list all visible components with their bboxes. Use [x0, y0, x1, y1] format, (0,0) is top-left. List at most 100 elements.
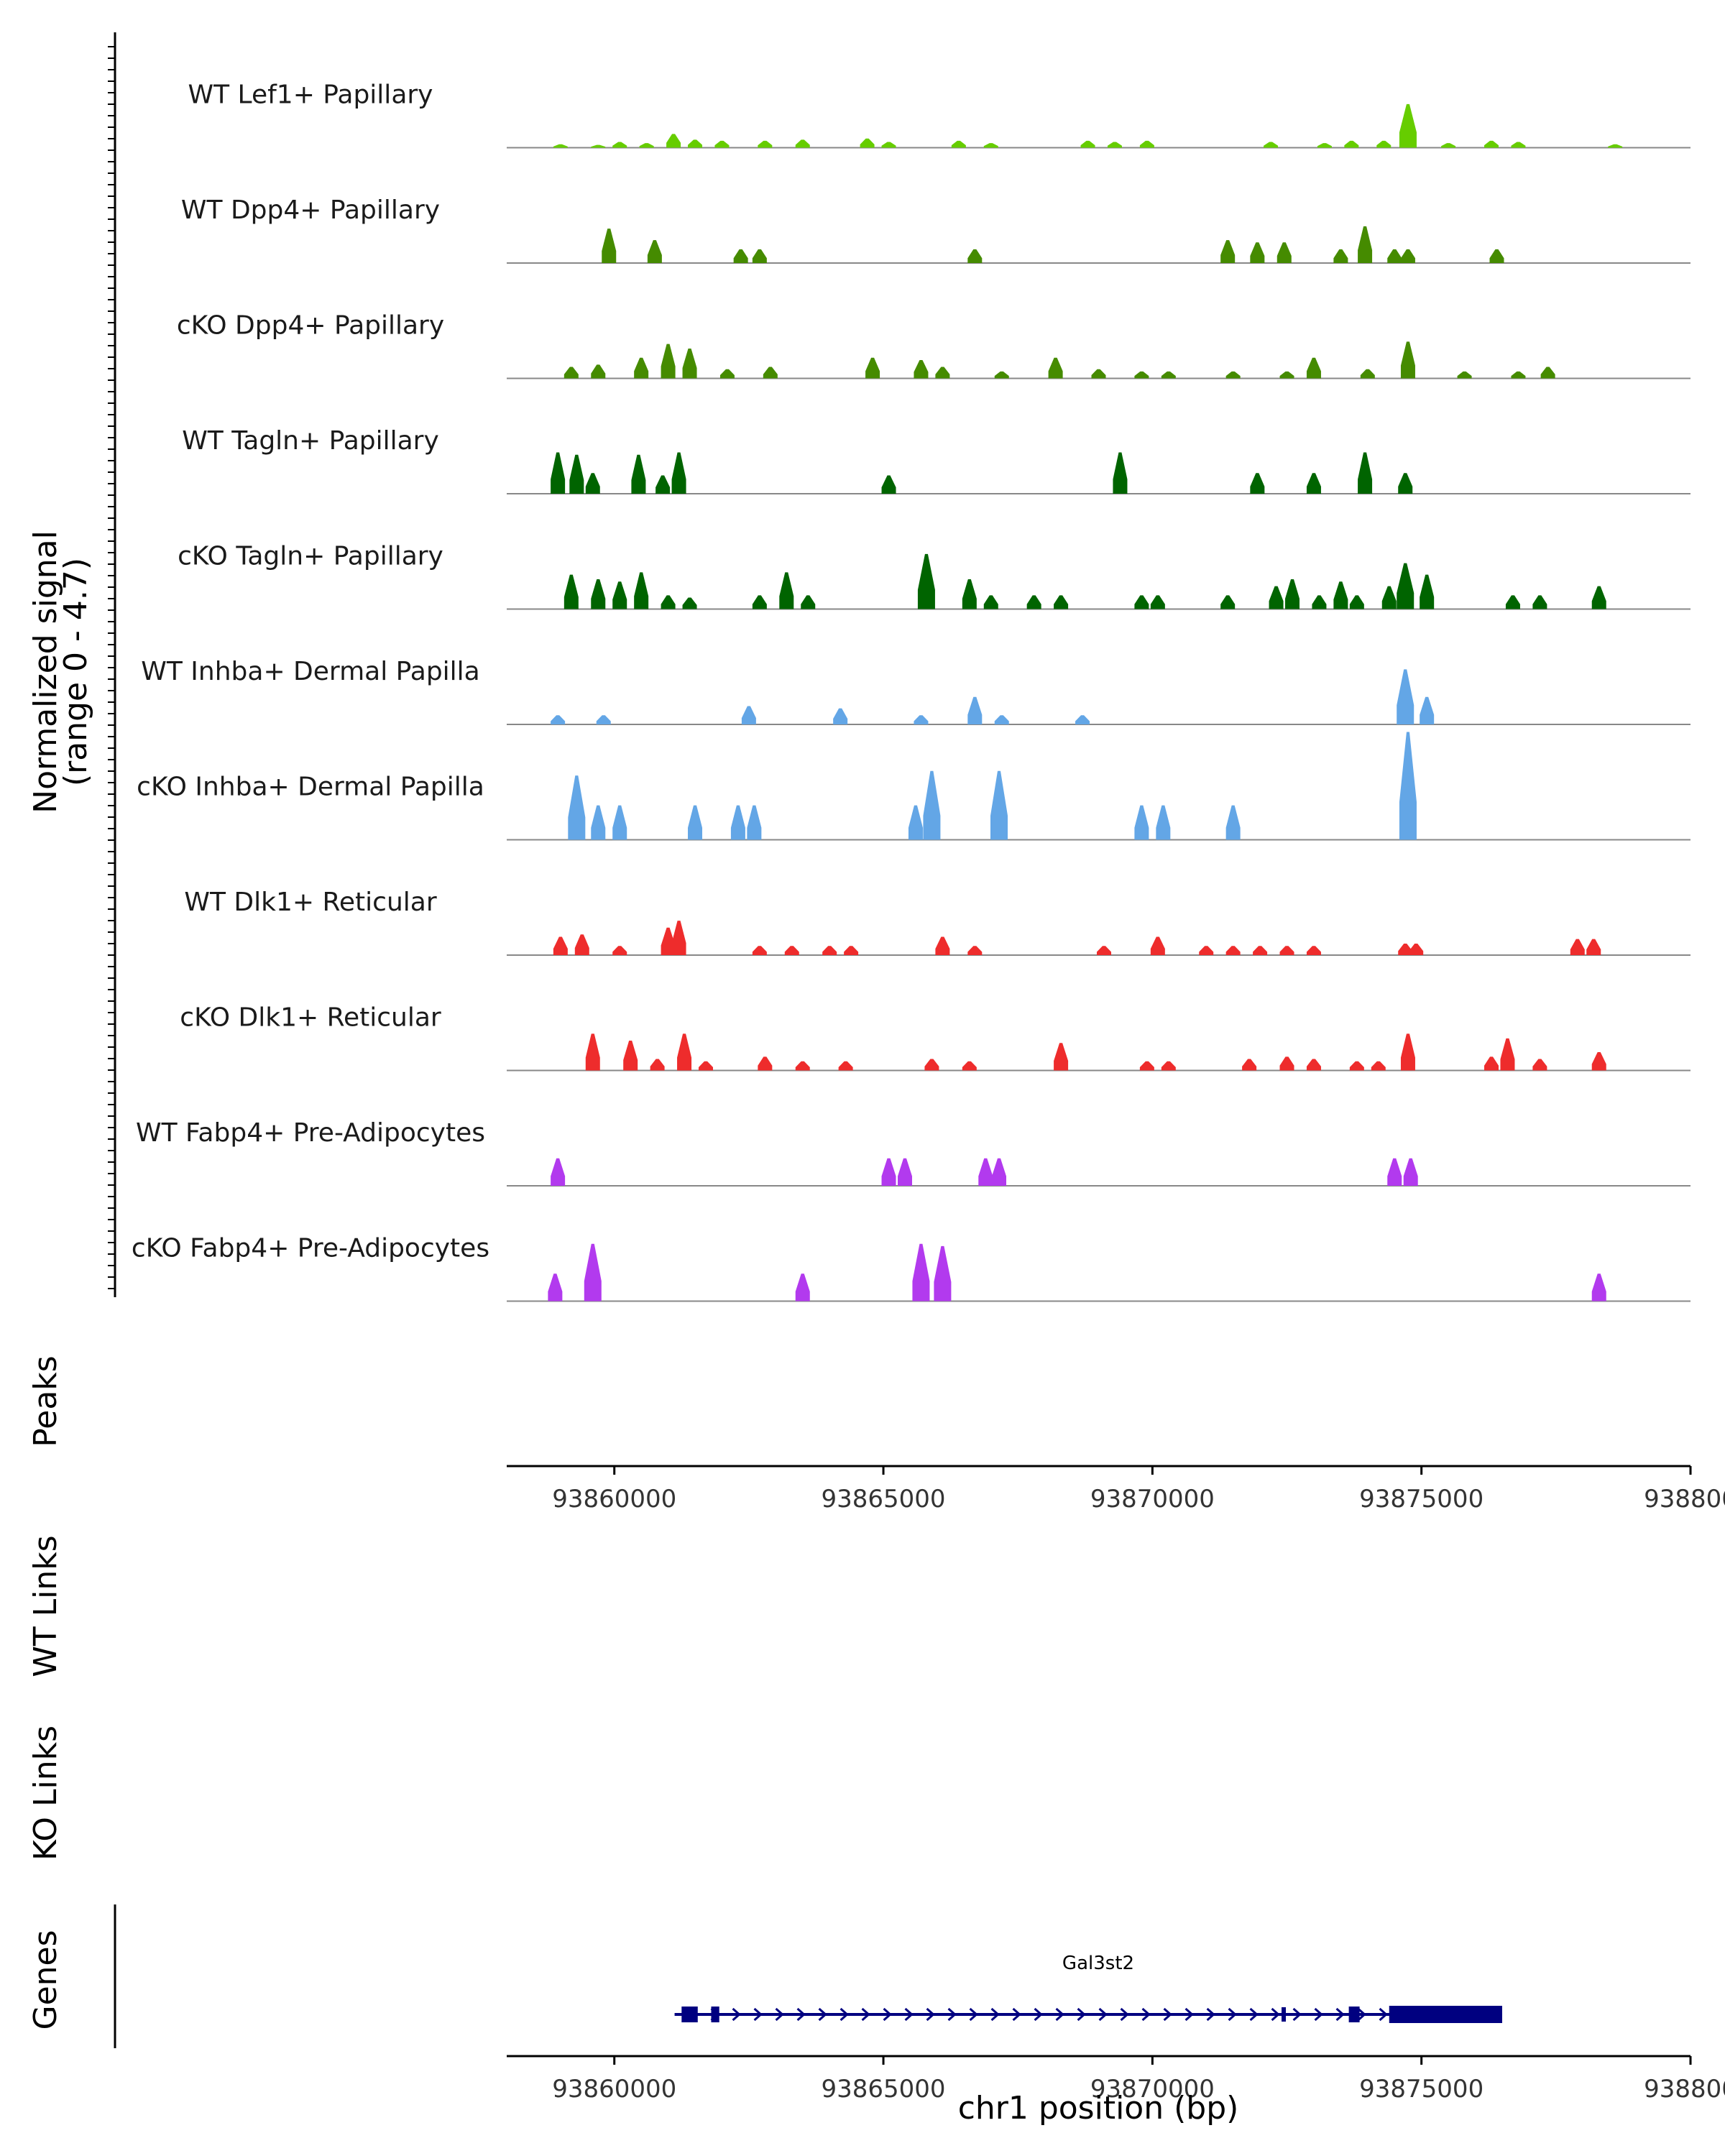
- track-label: WT Tagln+ Papillary: [182, 426, 439, 456]
- track-label: cKO Dpp4+ Papillary: [177, 311, 444, 341]
- coverage-peak: [752, 595, 767, 609]
- x-tick-label: 93875000: [1359, 2075, 1484, 2104]
- track-label: cKO Fabp4+ Pre-Adipocytes: [132, 1234, 489, 1263]
- track-label: cKO Inhba+ Dermal Papilla: [137, 773, 484, 802]
- strand-arrow: [1184, 2007, 1194, 2022]
- gene-name-label: Gal3st2: [1062, 1953, 1134, 1974]
- coverage-peak: [733, 249, 748, 263]
- track-label: cKO Tagln+ Papillary: [178, 542, 443, 571]
- coverage-peak: [714, 140, 730, 148]
- coverage-peak: [1264, 142, 1279, 148]
- coverage-peak: [779, 572, 794, 609]
- coverage-peak: [934, 1245, 952, 1302]
- x-tick-label: 93860000: [552, 2075, 676, 2104]
- coverage-peak: [585, 1033, 600, 1071]
- genes-label: Genes: [27, 1930, 64, 2030]
- coverage-peak: [1113, 452, 1128, 494]
- strand-arrow: [1077, 2007, 1086, 2022]
- coverage-peak: [1242, 1059, 1257, 1071]
- coverage-peak: [612, 946, 627, 955]
- coverage-peak: [1457, 371, 1472, 379]
- strand-arrow: [1271, 2007, 1280, 2022]
- coverage-peak: [844, 946, 859, 955]
- coverage-peak: [661, 595, 676, 609]
- coverage-peak: [1360, 369, 1375, 379]
- coverage-peak: [647, 240, 662, 263]
- coverage-peak: [1054, 1043, 1069, 1071]
- coverage-peak: [763, 367, 778, 379]
- coverage-peak: [688, 139, 703, 148]
- coverage-peak: [1344, 140, 1359, 148]
- track-label: WT Inhba+ Dermal Papilla: [141, 657, 479, 686]
- coverage-peak: [591, 579, 606, 609]
- coverage-tracks: WT Lef1+ Papillary WT Dpp4+ Papillary cKO …: [132, 80, 1690, 1302]
- coverage-peak: [1400, 249, 1415, 263]
- coverage-peak: [1150, 936, 1165, 955]
- coverage-track: cKO Fabp4+ Pre-Adipocytes: [132, 1234, 1690, 1302]
- gene-exon: [1282, 2007, 1287, 2022]
- coverage-peak: [1269, 586, 1284, 609]
- coverage-peak: [1253, 946, 1268, 955]
- coverage-peak: [1570, 939, 1585, 955]
- x-tick-label: 93875000: [1359, 1485, 1484, 1514]
- x-tick-label: 93870000: [1090, 1485, 1215, 1514]
- coverage-peak: [1505, 595, 1520, 609]
- coverage-track: WT Dpp4+ Papillary: [181, 195, 1690, 264]
- x-axis-upper: 93860000 93865000 93870000 93875000 938800: [507, 1465, 1725, 1514]
- coverage-peak: [752, 249, 767, 263]
- strand-arrow: [1335, 2007, 1345, 2022]
- coverage-peak: [1276, 242, 1292, 263]
- coverage-peak: [1387, 249, 1402, 263]
- coverage-peak: [881, 1158, 896, 1186]
- coverage-peak: [1591, 586, 1606, 609]
- strand-arrow: [1012, 2007, 1021, 2022]
- coverage-peak: [650, 1059, 665, 1071]
- coverage-peak: [574, 934, 589, 955]
- coverage-peak: [881, 142, 896, 148]
- coverage-peak: [962, 579, 977, 609]
- coverage-track: cKO Dpp4+ Papillary: [177, 311, 1690, 379]
- coverage-peak: [591, 805, 606, 840]
- ko-links-label: KO Links: [27, 1726, 64, 1861]
- coverage-peak: [865, 357, 880, 379]
- coverage-peak: [1150, 595, 1165, 609]
- coverage-peak: [924, 1059, 939, 1071]
- coverage-peak: [962, 1061, 977, 1071]
- track-label: WT Dlk1+ Reticular: [184, 888, 436, 917]
- coverage-peak: [1397, 669, 1414, 724]
- coverage-peak: [564, 574, 579, 609]
- coverage-peak: [1484, 1056, 1499, 1071]
- strand-arrow: [1055, 2007, 1064, 2022]
- coverage-track: WT Dlk1+ Reticular: [184, 888, 1690, 956]
- coverage-peak: [784, 946, 799, 955]
- coverage-peak: [1441, 143, 1456, 148]
- coverage-peak: [677, 1033, 692, 1071]
- coverage-peak: [1397, 563, 1414, 609]
- coverage-track: WT Tagln+ Papillary: [182, 426, 1690, 494]
- coverage-track: WT Inhba+ Dermal Papilla: [141, 657, 1690, 725]
- coverage-peak: [1225, 805, 1241, 840]
- strand-arrow: [840, 2007, 849, 2022]
- coverage-peak: [1511, 371, 1526, 379]
- coverage-peak: [992, 1158, 1007, 1186]
- coverage-peak: [671, 452, 686, 494]
- coverage-peak: [1306, 1059, 1321, 1071]
- coverage-peak: [688, 805, 703, 840]
- signal-range-label: (range 0 - 4.7): [58, 558, 94, 786]
- coverage-peak: [1306, 946, 1321, 955]
- strand-arrow: [969, 2007, 978, 2022]
- coverage-peak: [1080, 140, 1095, 148]
- coverage-peak: [1285, 579, 1300, 609]
- coverage-peak: [1279, 1056, 1294, 1071]
- coverage-peak: [1400, 341, 1415, 379]
- coverage-peak: [1358, 452, 1373, 494]
- coverage-peak: [1403, 1158, 1418, 1186]
- coverage-peak: [1096, 946, 1111, 955]
- strand-arrow: [861, 2007, 870, 2022]
- coverage-track: WT Lef1+ Papillary: [188, 80, 1690, 149]
- coverage-peak: [1376, 140, 1392, 148]
- x-tick-label: 93870000: [1090, 2075, 1215, 2104]
- coverage-track: cKO Dlk1+ Reticular: [180, 1003, 1690, 1072]
- coverage-peak: [591, 364, 606, 379]
- coverage-peak: [758, 140, 773, 148]
